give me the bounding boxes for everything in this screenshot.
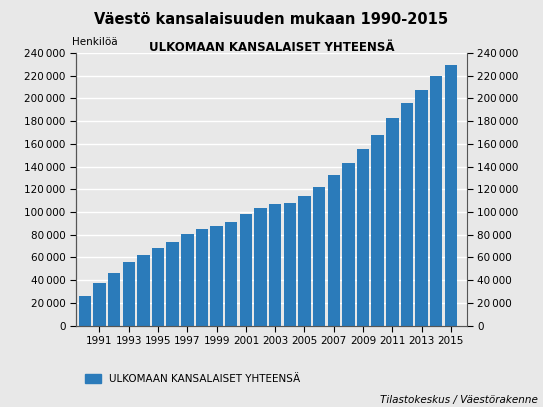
Bar — [210, 226, 223, 326]
Text: Tilastokeskus / Väestörakenne: Tilastokeskus / Väestörakenne — [380, 395, 538, 405]
Bar — [167, 242, 179, 326]
Bar — [313, 187, 325, 326]
Bar — [342, 163, 355, 326]
Bar — [123, 263, 135, 326]
Bar — [298, 196, 311, 326]
Text: ULKOMAAN KANSALAISET YHTEENSÄ: ULKOMAAN KANSALAISET YHTEENSÄ — [149, 41, 394, 54]
Bar — [430, 76, 443, 326]
Bar — [357, 149, 369, 326]
Text: Väestö kansalaisuuden mukaan 1990-2015: Väestö kansalaisuuden mukaan 1990-2015 — [94, 12, 449, 27]
Bar — [371, 135, 384, 326]
Legend: ULKOMAAN KANSALAISET YHTEENSÄ: ULKOMAAN KANSALAISET YHTEENSÄ — [81, 370, 305, 389]
Bar — [79, 296, 91, 326]
Bar — [386, 118, 399, 326]
Bar — [269, 204, 281, 326]
Bar — [401, 103, 413, 326]
Bar — [239, 214, 252, 326]
Text: Henkilöä: Henkilöä — [72, 37, 118, 48]
Bar — [327, 175, 340, 326]
Bar — [445, 65, 457, 326]
Bar — [283, 203, 296, 326]
Bar — [152, 247, 164, 326]
Bar — [108, 273, 121, 326]
Bar — [137, 255, 150, 326]
Bar — [93, 283, 106, 326]
Bar — [225, 222, 237, 326]
Bar — [415, 90, 428, 326]
Bar — [254, 208, 267, 326]
Bar — [195, 229, 208, 326]
Bar — [181, 234, 193, 326]
